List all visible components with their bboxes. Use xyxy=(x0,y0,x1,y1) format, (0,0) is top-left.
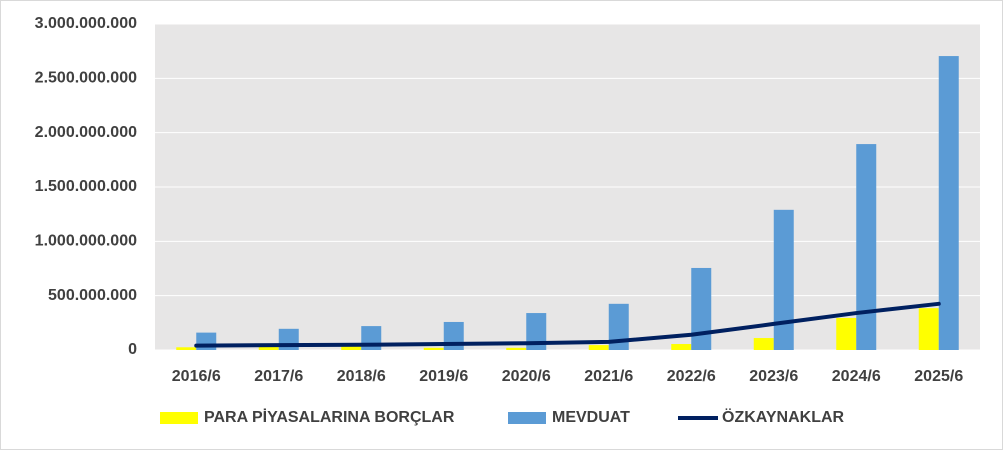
y-tick-label: 3.000.000.000 xyxy=(35,15,137,32)
line xyxy=(194,301,941,348)
bar xyxy=(258,345,279,350)
y-tick-label: 1.500.000.000 xyxy=(35,178,137,195)
legend-label: PARA PİYASALARINA BORÇLAR xyxy=(204,408,455,426)
bar xyxy=(608,303,629,350)
bar xyxy=(918,308,939,350)
y-tick-label: 2.500.000.000 xyxy=(35,70,137,87)
bar xyxy=(341,346,362,350)
bar xyxy=(176,347,197,350)
bar xyxy=(691,267,712,350)
bar xyxy=(671,344,692,350)
bar xyxy=(938,56,959,350)
x-tick-label: 2016/6 xyxy=(172,368,221,385)
bar xyxy=(856,144,877,350)
legend-swatch xyxy=(160,412,198,424)
legend-label: MEVDUAT xyxy=(552,409,630,426)
bar xyxy=(423,347,444,350)
bar xyxy=(836,317,857,350)
legend-label: ÖZKAYNAKLAR xyxy=(722,407,845,426)
x-tick-label: 2020/6 xyxy=(502,368,551,385)
x-tick-label: 2017/6 xyxy=(254,368,303,385)
bar xyxy=(506,347,527,350)
x-tick-label: 2024/6 xyxy=(832,368,881,385)
y-tick-label: 2.000.000.000 xyxy=(35,124,137,141)
y-tick-label: 500.000.000 xyxy=(48,287,137,304)
y-tick-label: 1.000.000.000 xyxy=(35,233,137,250)
bar xyxy=(588,345,609,350)
x-tick-label: 2018/6 xyxy=(337,368,386,385)
bar xyxy=(526,313,547,350)
x-tick-label: 2019/6 xyxy=(419,368,468,385)
bar xyxy=(753,338,774,350)
legend-swatch xyxy=(508,412,546,424)
x-tick-label: 2025/6 xyxy=(914,368,963,385)
y-tick-label: 0 xyxy=(128,341,137,358)
x-tick-label: 2021/6 xyxy=(584,368,633,385)
bar xyxy=(773,209,794,350)
x-tick-label: 2022/6 xyxy=(667,368,716,385)
x-tick-label: 2023/6 xyxy=(749,368,798,385)
